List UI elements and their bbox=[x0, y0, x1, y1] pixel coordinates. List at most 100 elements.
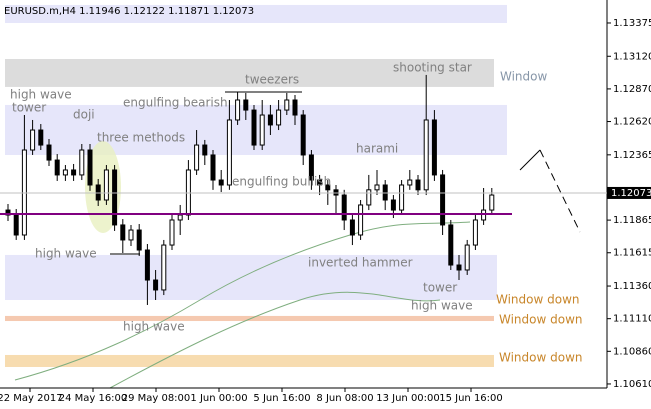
candle-body bbox=[431, 119, 437, 176]
annotation: high wave bbox=[10, 88, 72, 102]
candle-body bbox=[276, 109, 282, 126]
annotation: high wave bbox=[411, 299, 473, 313]
candle-body bbox=[177, 214, 183, 221]
candle-body bbox=[440, 174, 446, 226]
candle-body bbox=[456, 264, 462, 271]
x-tick-label: 5 Jun 16:00 bbox=[253, 393, 310, 404]
candle-body bbox=[5, 209, 11, 216]
zone-label: Window down bbox=[499, 313, 583, 327]
annotation: three methods bbox=[97, 131, 185, 145]
candle-body bbox=[415, 179, 421, 191]
annotation: tower bbox=[423, 281, 457, 295]
candle-body bbox=[112, 169, 118, 226]
y-tick-label: 1.13120 bbox=[613, 51, 651, 62]
x-tick-label: 15 Jun 16:00 bbox=[439, 393, 503, 404]
highlight bbox=[85, 141, 121, 233]
annotation: tweezers bbox=[245, 73, 299, 87]
x-tick-label: 8 Jun 08:00 bbox=[316, 393, 373, 404]
annotation: engulfing bullish bbox=[232, 175, 331, 189]
x-tick-label: 13 Jun 00:00 bbox=[376, 393, 440, 404]
candle-body bbox=[259, 114, 265, 146]
annotation: tower bbox=[12, 101, 46, 115]
zone bbox=[5, 254, 497, 301]
candle-body bbox=[333, 189, 339, 196]
moving-average bbox=[109, 291, 441, 389]
x-tick-label: 29 May 08:00 bbox=[122, 393, 191, 404]
candle-body bbox=[161, 244, 167, 291]
bid-label: 1.12073 bbox=[611, 188, 651, 199]
projection bbox=[519, 149, 541, 171]
zone bbox=[5, 315, 494, 322]
x-tick-label: 24 May 16:00 bbox=[59, 393, 128, 404]
candles bbox=[5, 74, 495, 305]
x-tick-label: 1 Jun 00:00 bbox=[190, 393, 247, 404]
candle-body bbox=[251, 109, 257, 146]
y-tick-label: 1.11865 bbox=[613, 215, 651, 226]
candle-body bbox=[62, 169, 68, 176]
candle-body bbox=[235, 99, 241, 121]
candle-body bbox=[423, 119, 429, 191]
candle-body bbox=[267, 114, 273, 126]
header: EURUSD.m,H4 1.11946 1.12122 1.11871 1.12… bbox=[4, 6, 254, 17]
moving-average bbox=[14, 221, 471, 381]
candle-body bbox=[120, 224, 126, 241]
x-tick-label: 22 May 2017 bbox=[0, 393, 63, 404]
candle-body bbox=[79, 149, 85, 176]
candle-body bbox=[325, 184, 331, 191]
candle-body bbox=[54, 159, 60, 176]
zone-label: Window bbox=[500, 70, 548, 84]
candle-body bbox=[153, 279, 159, 291]
candle-body bbox=[366, 189, 372, 206]
candle-body bbox=[399, 184, 405, 211]
y-tick-label: 1.11360 bbox=[613, 281, 651, 292]
zone-label: Window down bbox=[496, 293, 580, 307]
annotation: doji bbox=[73, 108, 95, 122]
candle-body bbox=[226, 119, 232, 186]
candle-body bbox=[128, 229, 134, 241]
candle-body bbox=[308, 154, 314, 181]
zone bbox=[5, 59, 494, 87]
candle-body bbox=[317, 179, 323, 186]
annotation: high wave bbox=[35, 247, 97, 261]
y-tick-label: 1.10610 bbox=[613, 379, 651, 390]
annotation: shooting star bbox=[393, 61, 472, 75]
candle-body bbox=[472, 219, 478, 246]
y-tick-label: 1.11615 bbox=[613, 248, 651, 259]
annotation: harami bbox=[356, 142, 398, 156]
y-tick-label: 1.12620 bbox=[613, 117, 651, 128]
candle-body bbox=[46, 144, 52, 161]
candle-body bbox=[358, 204, 364, 236]
candle-body bbox=[202, 144, 208, 156]
candle-body bbox=[489, 194, 495, 211]
candle-body bbox=[407, 179, 413, 186]
zones bbox=[5, 4, 507, 367]
candle-body bbox=[103, 169, 109, 201]
candle-body bbox=[13, 214, 19, 236]
candle-body bbox=[341, 194, 347, 221]
candle-body bbox=[218, 179, 224, 186]
zone-label: Window down bbox=[499, 351, 583, 365]
candle-body bbox=[464, 244, 470, 271]
candle-body bbox=[38, 129, 44, 146]
y-tick-label: 1.12870 bbox=[613, 84, 651, 95]
candle-body bbox=[30, 129, 36, 151]
y-tick-label: 1.12365 bbox=[613, 150, 651, 161]
annotation: high wave bbox=[123, 320, 185, 334]
candle-body bbox=[71, 169, 77, 176]
annotation: engulfing bearish bbox=[123, 96, 228, 110]
y-tick-label: 1.11110 bbox=[613, 314, 651, 325]
candle-body bbox=[300, 114, 306, 156]
candle-body bbox=[292, 99, 298, 116]
candle-body bbox=[448, 224, 454, 266]
annotation: inverted hammer bbox=[308, 256, 413, 270]
candle-body bbox=[374, 184, 380, 191]
candle-body bbox=[169, 219, 175, 246]
candle-body bbox=[136, 229, 142, 251]
candle-body bbox=[284, 99, 290, 111]
candle-body bbox=[144, 249, 150, 281]
zone bbox=[5, 4, 507, 23]
candle-body bbox=[194, 144, 200, 171]
candle-body bbox=[349, 219, 355, 236]
y-tick-label: 1.10860 bbox=[613, 346, 651, 357]
